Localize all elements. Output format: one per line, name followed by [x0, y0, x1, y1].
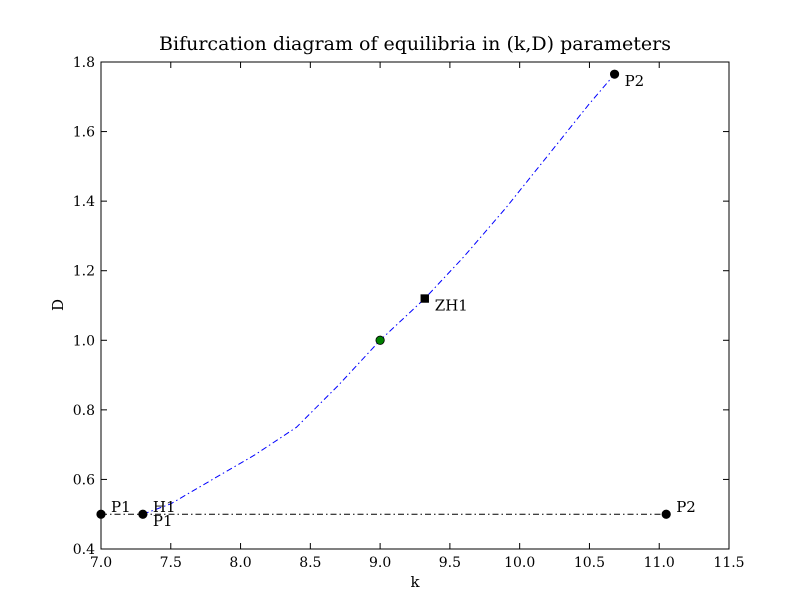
x-tick-label: 10.5 [574, 555, 605, 571]
point-label-zh1: ZH1 [435, 297, 468, 315]
point-label-p2: P2 [676, 498, 696, 516]
y-tick-label: 0.4 [73, 542, 95, 558]
equilibrium-curve-blue [142, 73, 615, 515]
y-tick-label: 1.4 [73, 194, 95, 210]
y-tick-label: 1.2 [73, 264, 95, 280]
x-tick-label: 8.5 [299, 555, 321, 571]
point-marker-p2 [609, 69, 620, 79]
point-marker-p2 [661, 509, 671, 519]
plot-frame [100, 61, 730, 550]
point-label-p1: P1 [111, 498, 131, 516]
y-tick-label: 0.6 [73, 472, 95, 488]
x-tick-label: 11.5 [713, 555, 744, 571]
y-axis-label: D [49, 299, 67, 311]
point-marker-zh1 [420, 294, 429, 303]
point-label-p2: P2 [625, 72, 645, 90]
point-marker-equilibrium [375, 335, 385, 345]
x-tick-label: 8.0 [229, 555, 251, 571]
point-marker-h1 [138, 509, 148, 519]
y-tick-label: 1.8 [73, 55, 95, 71]
x-tick-label: 10.0 [504, 555, 535, 571]
x-tick-label: 7.0 [90, 555, 112, 571]
x-tick-label: 9.5 [439, 555, 461, 571]
x-tick-label: 11.0 [644, 555, 675, 571]
x-tick-label: 7.5 [160, 555, 182, 571]
point-label-p1: P1 [153, 512, 173, 530]
x-axis-label: k [410, 573, 420, 591]
y-tick-label: 1.6 [73, 125, 95, 141]
y-tick-label: 1.0 [73, 333, 95, 349]
y-tick-label: 0.8 [73, 403, 95, 419]
x-tick-label: 9.0 [369, 555, 391, 571]
chart-title: Bifurcation diagram of equilibria in (k,… [159, 33, 671, 55]
point-label-h1: H1 [153, 498, 176, 516]
